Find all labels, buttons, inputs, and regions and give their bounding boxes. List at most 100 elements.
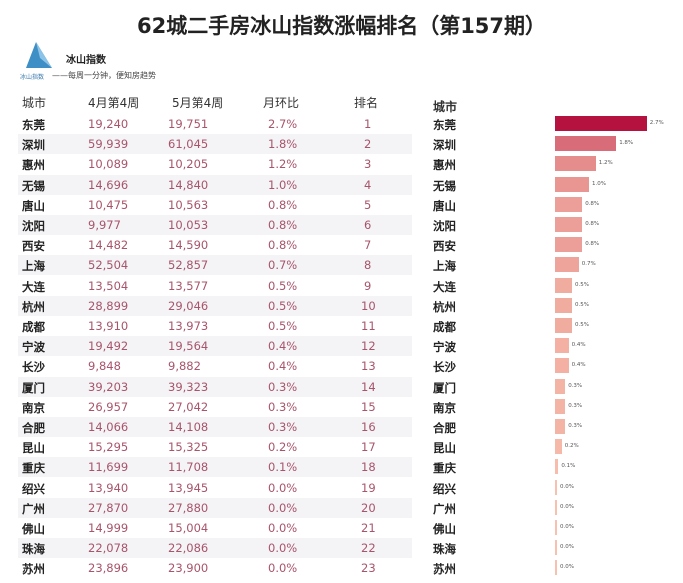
apr-value: 10,475 bbox=[88, 197, 129, 212]
iceberg-logo-icon bbox=[26, 42, 52, 68]
apr-value: 28,899 bbox=[88, 298, 129, 313]
chart-city-label: 昆山 bbox=[433, 441, 456, 456]
bar bbox=[555, 217, 583, 232]
may-value: 29,046 bbox=[168, 298, 209, 313]
apr-value: 9,977 bbox=[88, 218, 121, 232]
may-value: 14,840 bbox=[168, 177, 209, 192]
mom-change: 0.5% bbox=[268, 319, 298, 333]
table-row: 佛山 14,999 15,004 0.0% 21 bbox=[18, 518, 412, 538]
rank: 23 bbox=[361, 561, 376, 576]
bar-value-label: 0.1% bbox=[561, 463, 576, 470]
may-value: 11,708 bbox=[168, 460, 209, 475]
mom-change: 0.7% bbox=[268, 258, 298, 273]
table-row: 长沙 9,848 9,882 0.4% 13 bbox=[18, 356, 412, 376]
rank: 9 bbox=[364, 278, 372, 293]
mom-change: 2.7% bbox=[268, 117, 298, 131]
bar-value-label: 2.7% bbox=[649, 120, 664, 126]
table-row: 昆山 15,295 15,325 0.2% 17 bbox=[18, 437, 412, 457]
bar-value-label: 0.5% bbox=[575, 281, 589, 288]
rank: 15 bbox=[361, 399, 376, 414]
header-rank: 排名 bbox=[354, 96, 379, 110]
mom-change: 0.2% bbox=[268, 440, 298, 455]
table-row: 成都 13,910 13,973 0.5% 11 bbox=[18, 316, 412, 336]
table-row: 西安 14,482 14,590 0.8% 7 bbox=[18, 235, 412, 255]
rank: 8 bbox=[364, 258, 372, 273]
bar-value-label: 0.5% bbox=[575, 301, 589, 308]
bar-value-label: 1.0% bbox=[592, 180, 606, 187]
chart-city-label: 唐山 bbox=[433, 198, 456, 213]
bar bbox=[555, 237, 583, 253]
header-city: 城市 bbox=[22, 96, 47, 110]
bar-value-label: 0.0% bbox=[560, 503, 574, 510]
bar bbox=[555, 196, 583, 212]
table-row: 无锡 14,696 14,840 1.0% 4 bbox=[18, 174, 412, 195]
table-row: 宁波 19,492 19,564 0.4% 12 bbox=[18, 336, 412, 357]
rank: 18 bbox=[361, 460, 376, 475]
table-row: 珠海 22,078 22,086 0.0% 22 bbox=[18, 538, 412, 559]
may-value: 13,577 bbox=[168, 278, 209, 293]
may-value: 10,205 bbox=[168, 157, 209, 172]
table-row: 合肥 14,066 14,108 0.3% 16 bbox=[18, 417, 412, 437]
bar-value-label: 0.0% bbox=[560, 564, 574, 571]
city-name: 佛山 bbox=[22, 522, 45, 536]
chart-city-label: 苏州 bbox=[433, 562, 456, 577]
rank: 16 bbox=[361, 420, 376, 434]
mom-change: 0.8% bbox=[268, 218, 298, 232]
bar bbox=[555, 459, 559, 475]
apr-value: 15,295 bbox=[88, 440, 129, 455]
apr-value: 59,939 bbox=[88, 137, 129, 152]
bar bbox=[555, 136, 617, 152]
apr-value: 19,492 bbox=[88, 339, 129, 354]
mom-change: 0.4% bbox=[268, 359, 298, 374]
bar bbox=[555, 439, 562, 455]
table-row: 苏州 23,896 23,900 0.0% 23 bbox=[18, 558, 412, 578]
page-title: 62城二手房冰山指数涨幅排名（第157期） bbox=[136, 14, 547, 38]
city-name: 昆山 bbox=[22, 441, 45, 456]
apr-value: 14,066 bbox=[88, 420, 129, 434]
apr-value: 26,957 bbox=[88, 399, 129, 414]
table-row: 上海 52,504 52,857 0.7% 8 bbox=[18, 255, 412, 276]
bar bbox=[555, 116, 647, 131]
bar bbox=[555, 560, 557, 576]
may-value: 27,042 bbox=[168, 399, 209, 414]
may-value: 39,323 bbox=[168, 379, 209, 394]
bar-value-label: 0.4% bbox=[571, 342, 586, 349]
city-name: 广州 bbox=[22, 501, 45, 516]
apr-value: 10,089 bbox=[88, 157, 129, 172]
rank: 21 bbox=[361, 521, 376, 535]
city-name: 宁波 bbox=[22, 340, 45, 355]
mom-change: 0.3% bbox=[268, 420, 298, 434]
mom-change: 0.0% bbox=[268, 480, 298, 495]
city-name: 珠海 bbox=[22, 542, 45, 557]
bar bbox=[555, 176, 589, 192]
bar bbox=[555, 419, 566, 434]
table-row: 厦门 39,203 39,323 0.3% 14 bbox=[18, 376, 412, 397]
mom-change: 0.8% bbox=[268, 238, 298, 253]
city-name: 杭州 bbox=[22, 299, 45, 314]
bar-value-label: 0.7% bbox=[581, 261, 596, 268]
rank: 17 bbox=[361, 440, 376, 455]
bar-value-label: 0.3% bbox=[568, 402, 583, 409]
mom-change: 0.1% bbox=[268, 460, 298, 475]
bar-value-label: 0.3% bbox=[568, 423, 583, 429]
bar-value-label: 0.8% bbox=[585, 241, 600, 248]
table-row: 惠州 10,089 10,205 1.2% 3 bbox=[18, 154, 412, 174]
apr-value: 9,848 bbox=[88, 359, 121, 374]
may-value: 9,882 bbox=[168, 359, 201, 374]
apr-value: 52,504 bbox=[88, 258, 129, 273]
table-row: 南京 26,957 27,042 0.3% 15 bbox=[18, 397, 412, 417]
apr-value: 23,896 bbox=[88, 561, 129, 576]
rank: 22 bbox=[361, 541, 376, 556]
bar-value-label: 0.5% bbox=[575, 322, 589, 328]
table-row: 大连 13,504 13,577 0.5% 9 bbox=[18, 276, 412, 296]
city-name: 东莞 bbox=[22, 118, 45, 132]
chart-city-label: 沈阳 bbox=[433, 219, 456, 233]
chart-city-label: 厦门 bbox=[433, 380, 456, 395]
city-name: 合肥 bbox=[22, 421, 45, 435]
table-row: 唐山 10,475 10,563 0.8% 5 bbox=[18, 195, 412, 215]
city-name: 南京 bbox=[22, 400, 45, 415]
bar-value-label: 0.8% bbox=[585, 221, 600, 227]
may-value: 10,053 bbox=[168, 218, 209, 232]
bar bbox=[555, 520, 557, 535]
